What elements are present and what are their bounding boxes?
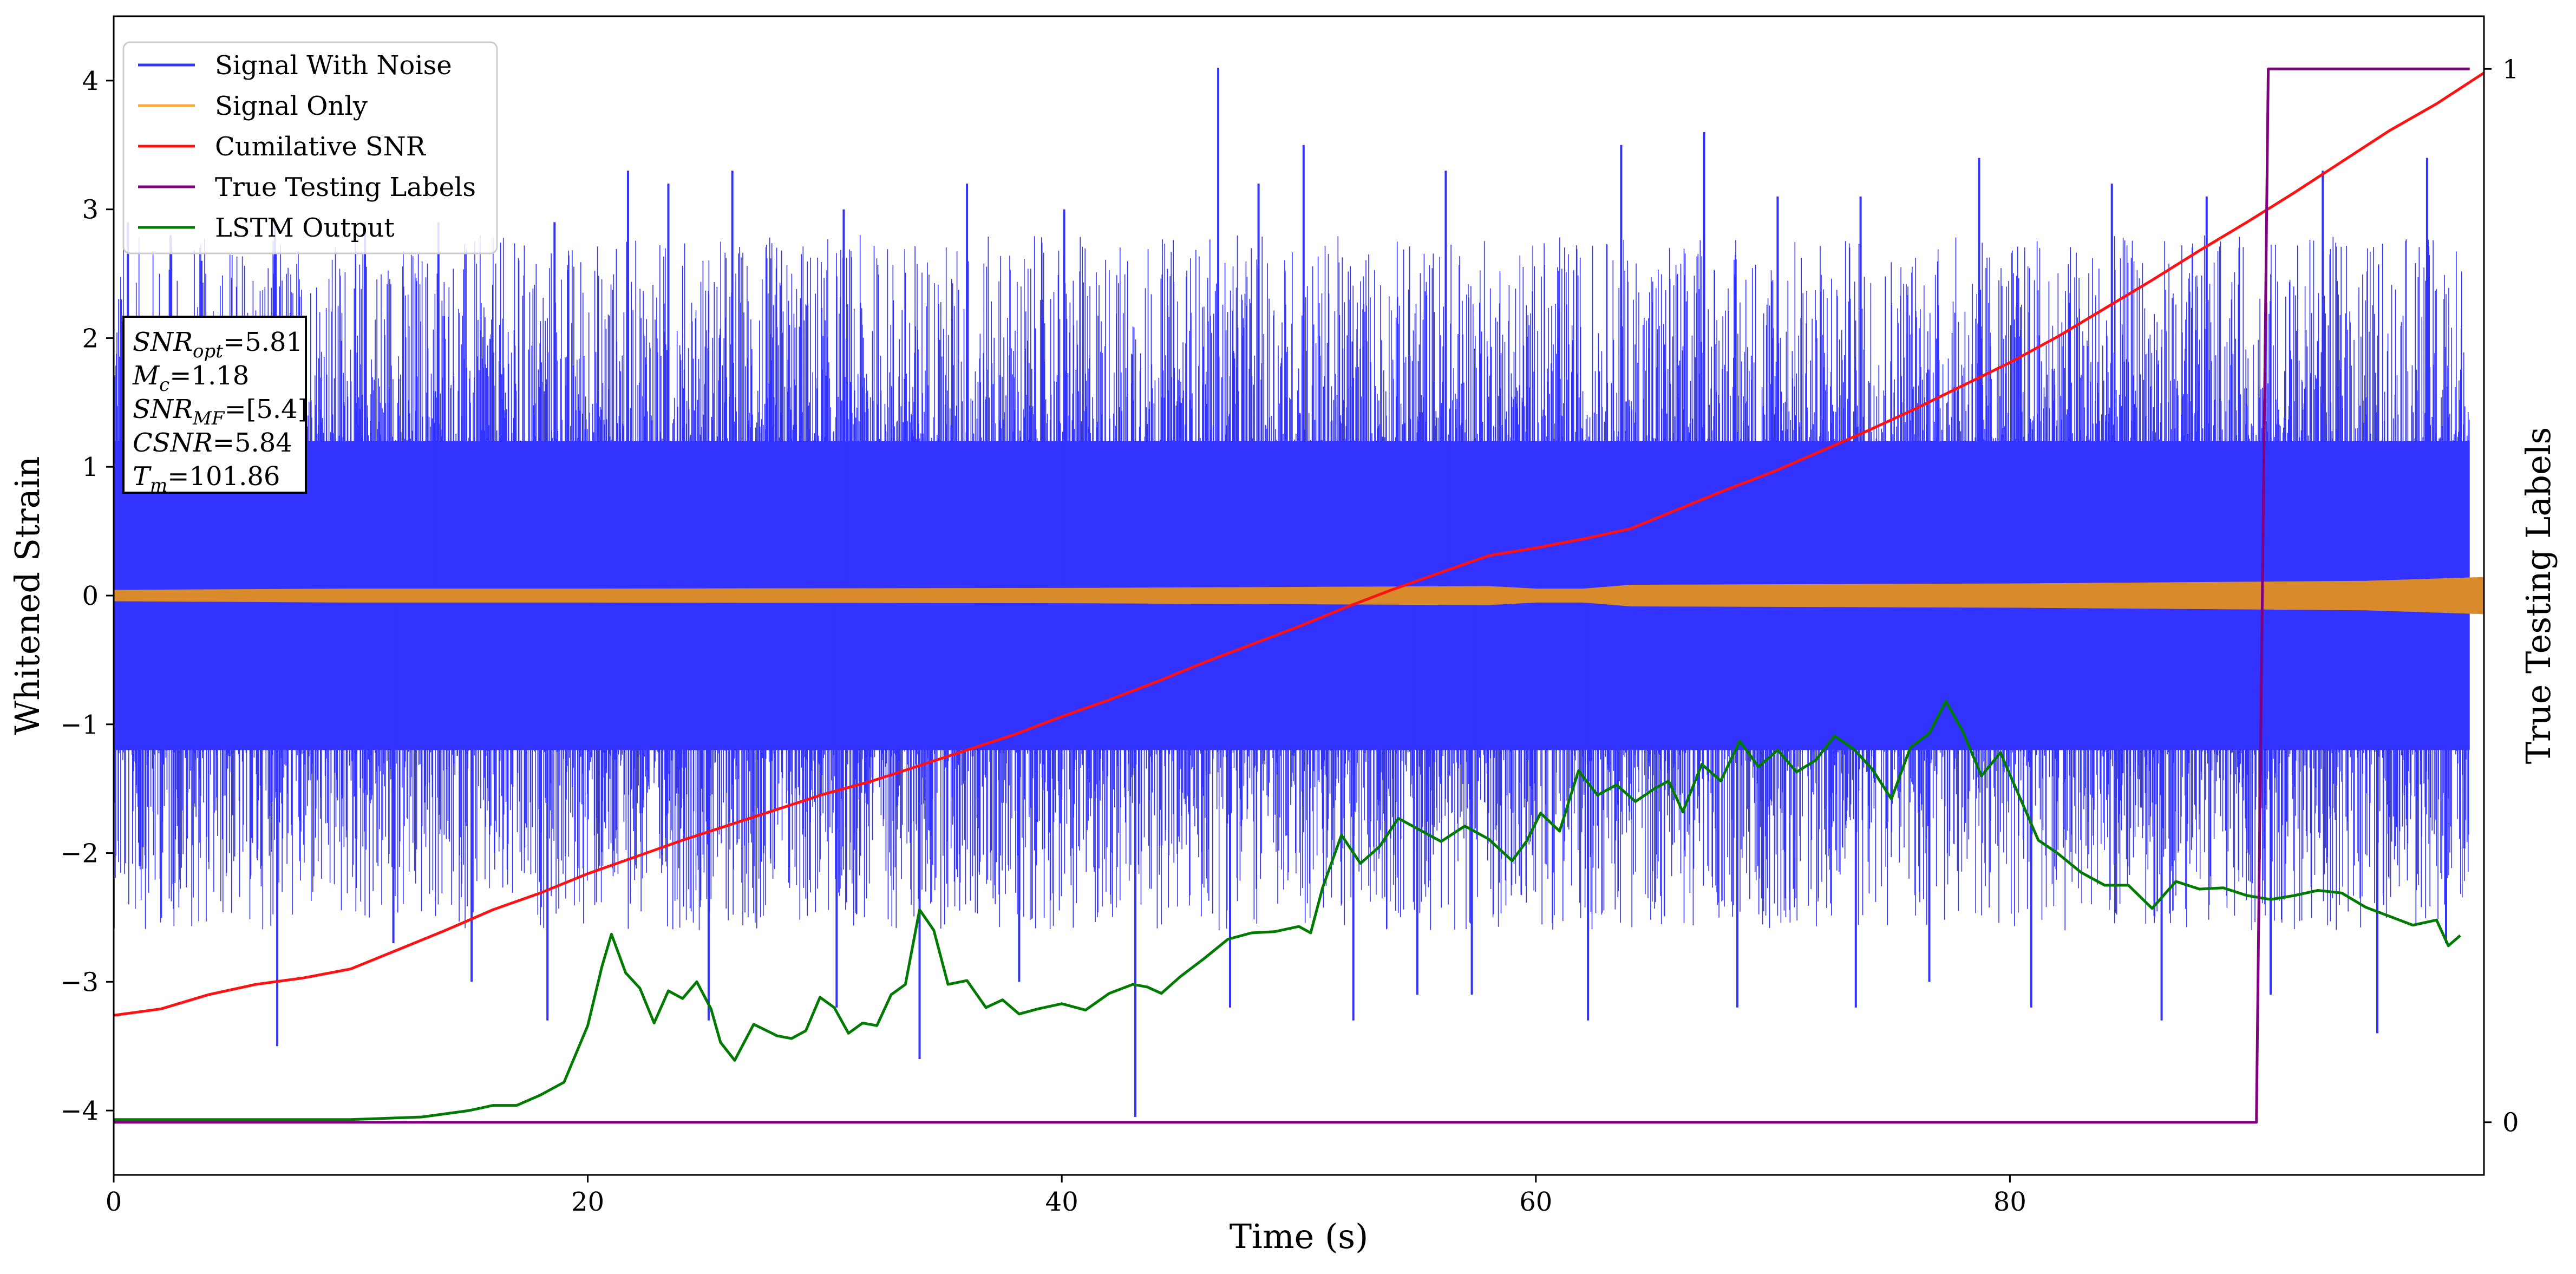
- y-tick-label: 3: [82, 195, 99, 225]
- lstm-output-line: [114, 700, 2461, 1121]
- legend-entry: True Testing Labels: [215, 172, 476, 202]
- x-tick-label: 80: [1993, 1187, 2026, 1217]
- legend-entry: LSTM Output: [215, 213, 395, 243]
- x-tick-label: 0: [106, 1187, 122, 1217]
- true-testing-labels-line: [114, 67, 2470, 1124]
- y-tick-label: 4: [82, 66, 99, 96]
- x-axis-label: Time (s): [1230, 1217, 1369, 1256]
- y-tick-label: 2: [82, 323, 99, 354]
- legend-entry: Cumilative SNR: [215, 132, 427, 162]
- right-y-tick-label: 0: [2502, 1108, 2519, 1138]
- legend-box: [122, 41, 498, 254]
- x-tick-label: 40: [1045, 1187, 1078, 1217]
- y-tick-label: −2: [60, 839, 99, 869]
- cumulative-snr-line: [113, 71, 2485, 1017]
- info-tm: Tm=101.86: [133, 461, 280, 496]
- legend-entry: Signal Only: [215, 91, 368, 121]
- y-axis-label: Whitened Strain: [8, 456, 47, 735]
- info-snr-mf: SNRMF=[5.4]: [133, 394, 308, 429]
- y-tick-label: 1: [82, 452, 99, 482]
- line-series-layer: [113, 67, 2485, 1124]
- info-box: SNRopt=5.81 Mc=1.18 SNRMF=[5.4] CSNR=5.8…: [122, 316, 308, 496]
- right-axis-label: True Testing Labels: [2519, 427, 2558, 765]
- y-tick-label: −4: [60, 1096, 99, 1126]
- y-tick-label: −1: [60, 710, 99, 740]
- right-y-tick-label: 1: [2502, 54, 2519, 84]
- legend: Signal With Noise Signal Only Cumilative…: [122, 41, 498, 254]
- y-tick-label: −3: [60, 967, 99, 997]
- info-snr-opt: SNRopt=5.81: [133, 327, 303, 362]
- info-box-frame: [122, 316, 307, 494]
- y-tick-label: 0: [82, 581, 99, 611]
- x-tick-label: 60: [1519, 1187, 1552, 1217]
- legend-entry: Signal With Noise: [215, 50, 452, 81]
- info-mc: Mc=1.18: [132, 361, 249, 396]
- info-csnr: CSNR=5.84: [133, 428, 292, 458]
- x-tick-label: 20: [571, 1187, 604, 1217]
